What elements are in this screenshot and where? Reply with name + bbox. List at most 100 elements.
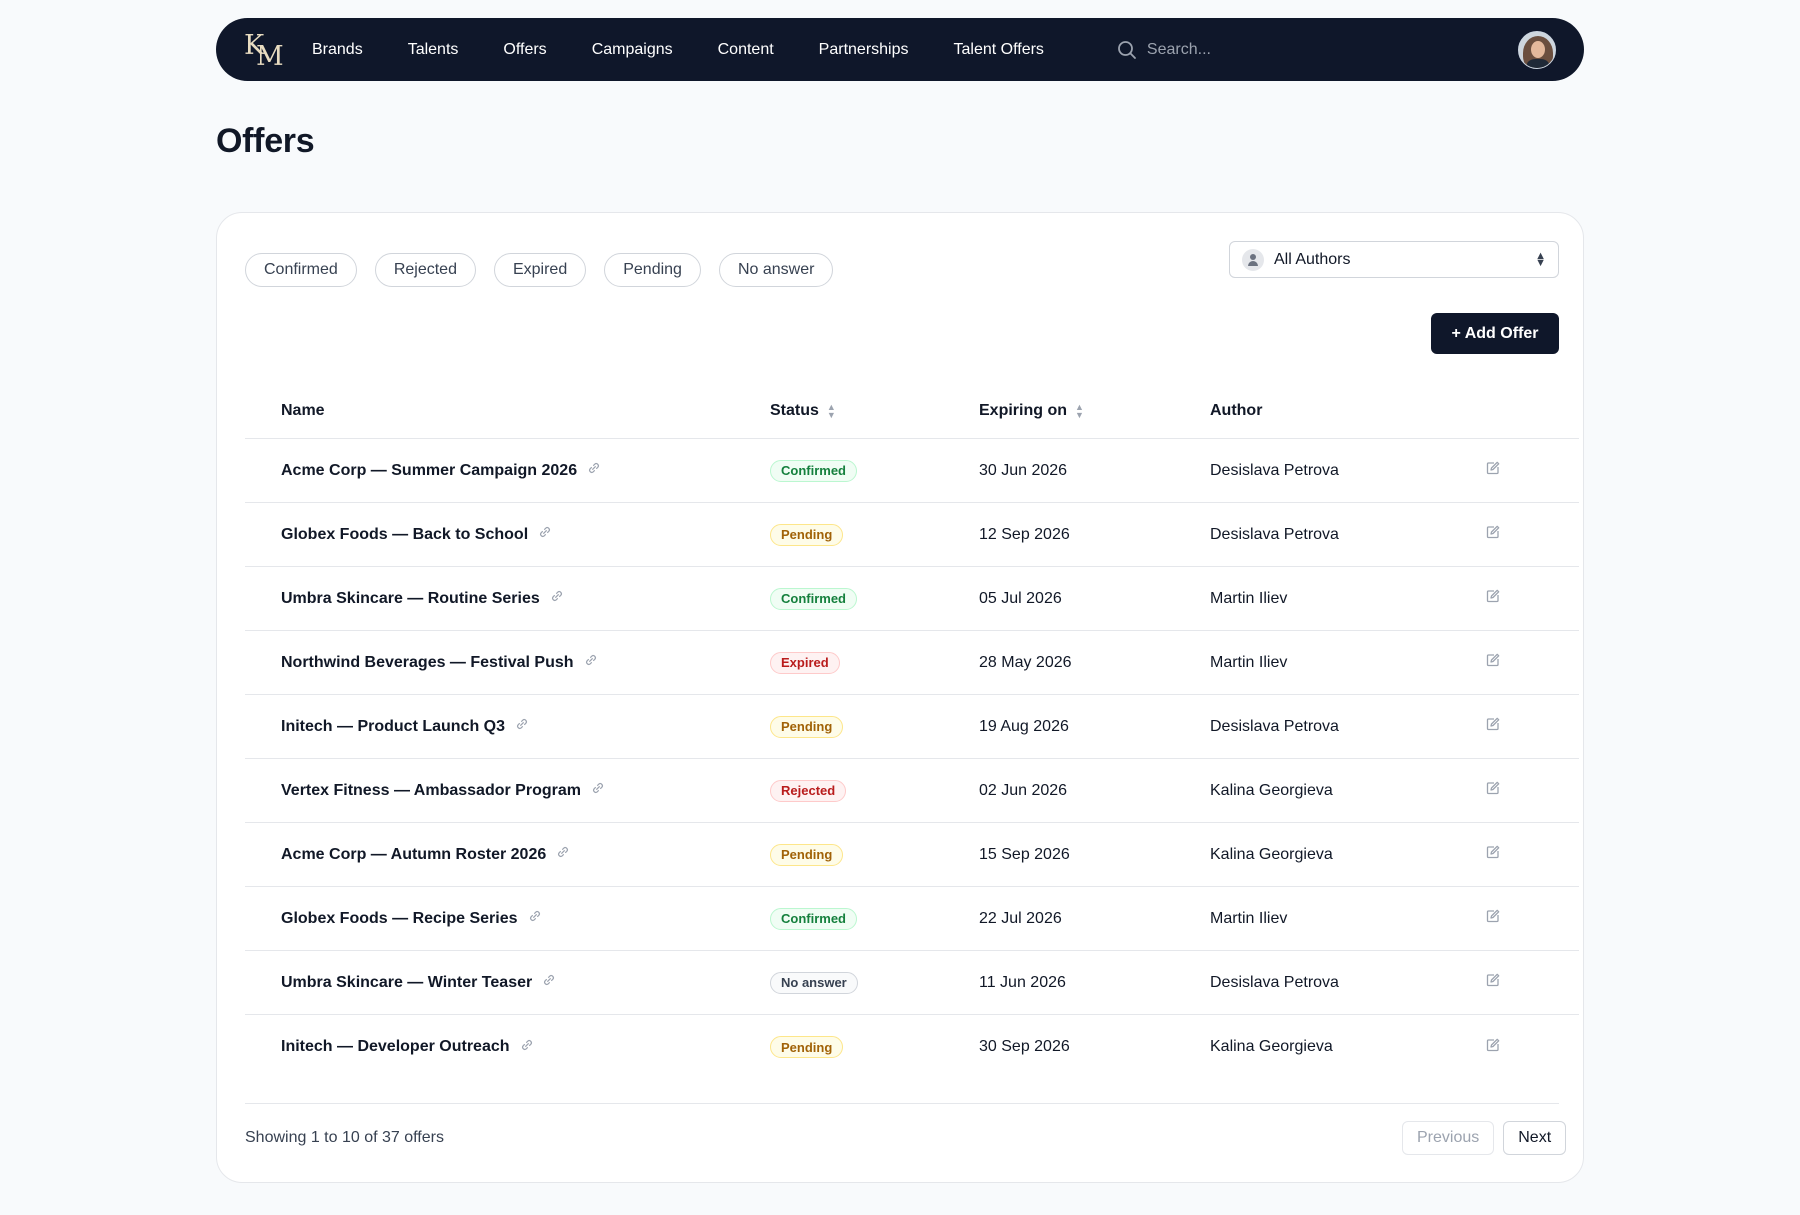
header-name: Name — [281, 401, 325, 419]
link-icon[interactable] — [520, 1038, 534, 1057]
offer-name-cell: Globex Foods — Recipe Series — [245, 909, 770, 928]
status-filters: Confirmed Rejected Expired Pending No an… — [245, 253, 851, 287]
edit-cell — [1485, 780, 1579, 801]
author-name: Martin Iliev — [1210, 909, 1288, 927]
status-cell: Confirmed — [770, 459, 979, 482]
nav-link-partnerships[interactable]: Partnerships — [818, 40, 909, 58]
author-select-value: All Authors — [1274, 250, 1351, 268]
nav-link-offers[interactable]: Offers — [503, 40, 547, 58]
table-row[interactable]: Acme Corp — Autumn Roster 2026 Pending 15 … — [245, 823, 1579, 887]
offer-name[interactable]: Acme Corp — Autumn Roster 2026 — [281, 845, 547, 863]
link-icon[interactable] — [542, 973, 556, 992]
link-icon[interactable] — [515, 717, 529, 736]
header-status[interactable]: Status ▲ ▼ — [770, 402, 979, 420]
status-badge: Pending — [770, 1036, 844, 1058]
nav-link-talent-offers[interactable]: Talent Offers — [953, 40, 1044, 58]
offer-name[interactable]: Vertex Fitness — Ambassador Program — [281, 781, 581, 799]
previous-button[interactable]: Previous — [1402, 1121, 1495, 1155]
offer-name-cell: Umbra Skincare — Routine Series — [245, 589, 770, 608]
status-cell: Expired — [770, 651, 979, 674]
link-icon[interactable] — [550, 589, 564, 608]
filter-chip-confirmed[interactable]: Confirmed — [245, 253, 357, 287]
edit-icon[interactable] — [1485, 588, 1501, 609]
offer-name[interactable]: Globex Foods — Back to School — [281, 525, 529, 543]
search-input[interactable] — [1146, 40, 1347, 59]
filter-chip-no-answer[interactable]: No answer — [718, 253, 834, 287]
filter-chip-pending[interactable]: Pending — [604, 253, 701, 287]
expiring-date: 15 Sep 2026 — [979, 845, 1070, 863]
offer-name[interactable]: Umbra Skincare — Routine Series — [281, 589, 540, 607]
offer-name-cell: Initech — Developer Outreach — [245, 1038, 770, 1057]
edit-icon[interactable] — [1485, 972, 1501, 993]
author-name: Kalina Georgieva — [1210, 845, 1333, 863]
add-offer-button[interactable]: + Add Offer — [1431, 313, 1559, 354]
edit-cell — [1485, 716, 1579, 737]
offer-name[interactable]: Umbra Skincare — Winter Teaser — [281, 973, 533, 991]
author-name: Desislava Petrova — [1210, 717, 1339, 735]
author-select[interactable]: All Authors ▲ ▼ — [1229, 241, 1559, 278]
offer-name[interactable]: Acme Corp — Summer Campaign 2026 — [281, 461, 578, 479]
offers-card: Confirmed Rejected Expired Pending No an… — [216, 212, 1584, 1183]
user-avatar[interactable] — [1518, 30, 1556, 69]
offer-name-cell: Vertex Fitness — Ambassador Program — [245, 781, 770, 800]
edit-icon[interactable] — [1485, 716, 1501, 737]
edit-icon[interactable] — [1485, 460, 1501, 481]
edit-icon[interactable] — [1485, 844, 1501, 865]
status-badge: Expired — [770, 651, 840, 674]
offer-name[interactable]: Initech — Product Launch Q3 — [281, 717, 506, 735]
author-name: Kalina Georgieva — [1210, 1038, 1333, 1055]
table-row[interactable]: Globex Foods — Back to School Pending 12 S… — [245, 503, 1579, 567]
offer-name-cell: Northwind Beverages — Festival Push — [245, 653, 770, 672]
link-icon[interactable] — [528, 909, 542, 928]
expiring-date: 30 Jun 2026 — [979, 461, 1068, 479]
status-cell: Pending — [770, 1036, 979, 1058]
offer-name[interactable]: Globex Foods — Recipe Series — [281, 909, 518, 927]
nav-link-campaigns[interactable]: Campaigns — [591, 40, 673, 58]
offer-name[interactable]: Initech — Developer Outreach — [281, 1038, 510, 1055]
offer-name[interactable]: Northwind Beverages — Festival Push — [281, 653, 574, 671]
nav-link-content[interactable]: Content — [717, 40, 774, 58]
page-title: Offers — [216, 122, 315, 160]
table-row[interactable]: Vertex Fitness — Ambassador Program Rejec… — [245, 759, 1579, 823]
offer-name-cell: Umbra Skincare — Winter Teaser — [245, 973, 770, 992]
pagination-summary: Showing 1 to 10 of 37 offers — [245, 1129, 444, 1146]
nav-search — [1117, 40, 1347, 60]
table-row[interactable]: Initech — Product Launch Q3 Pending 19 Aug… — [245, 695, 1579, 759]
link-icon[interactable] — [587, 461, 601, 480]
edit-icon[interactable] — [1485, 1037, 1501, 1058]
edit-icon[interactable] — [1485, 524, 1501, 545]
edit-cell — [1485, 1037, 1579, 1058]
link-icon[interactable] — [584, 653, 598, 672]
expiring-date: 12 Sep 2026 — [979, 525, 1070, 543]
brand-logo[interactable]: K M — [242, 30, 284, 70]
select-updown-icon: ▲ ▼ — [1535, 249, 1546, 269]
edit-icon[interactable] — [1485, 652, 1501, 673]
filter-chip-rejected[interactable]: Rejected — [374, 253, 476, 287]
link-icon[interactable] — [538, 525, 552, 544]
table-row[interactable]: Initech — Developer Outreach Pending 30 Se… — [245, 1015, 1579, 1079]
nav-link-brands[interactable]: Brands — [312, 40, 363, 58]
sort-icon[interactable]: ▲ ▼ — [1075, 401, 1084, 420]
filter-chip-expired[interactable]: Expired — [493, 253, 587, 287]
table-row[interactable]: Northwind Beverages — Festival Push Expir… — [245, 631, 1579, 695]
table-row[interactable]: Umbra Skincare — Winter Teaser No answer 1… — [245, 951, 1579, 1015]
status-badge: Rejected — [770, 779, 847, 802]
header-expiring[interactable]: Expiring on ▲ ▼ — [979, 402, 1210, 420]
top-navbar: K M Brands Talents Offers Campaigns Cont… — [216, 18, 1584, 81]
sort-icon[interactable]: ▲ ▼ — [826, 401, 836, 420]
link-icon[interactable] — [556, 845, 570, 864]
nav-link-talents[interactable]: Talents — [407, 40, 459, 58]
edit-icon[interactable] — [1485, 780, 1501, 801]
offers-table: Name Status ▲ ▼ Expiring on ▲ ▼ Author Acm… — [245, 383, 1579, 1079]
header-status-label: Status — [770, 401, 819, 419]
expiring-date: 22 Jul 2026 — [979, 909, 1062, 927]
status-cell: Confirmed — [770, 907, 979, 930]
next-button[interactable]: Next — [1503, 1121, 1567, 1155]
nav-links: Brands Talents Offers Campaigns Content … — [312, 41, 1089, 59]
table-row[interactable]: Umbra Skincare — Routine Series Confirmed… — [245, 567, 1579, 631]
table-row[interactable]: Acme Corp — Summer Campaign 2026 Confirme… — [245, 439, 1579, 503]
table-body: Acme Corp — Summer Campaign 2026 Confirme… — [245, 439, 1579, 1079]
link-icon[interactable] — [591, 781, 605, 800]
edit-icon[interactable] — [1485, 908, 1501, 929]
table-row[interactable]: Globex Foods — Recipe Series Confirmed 22 … — [245, 887, 1579, 951]
